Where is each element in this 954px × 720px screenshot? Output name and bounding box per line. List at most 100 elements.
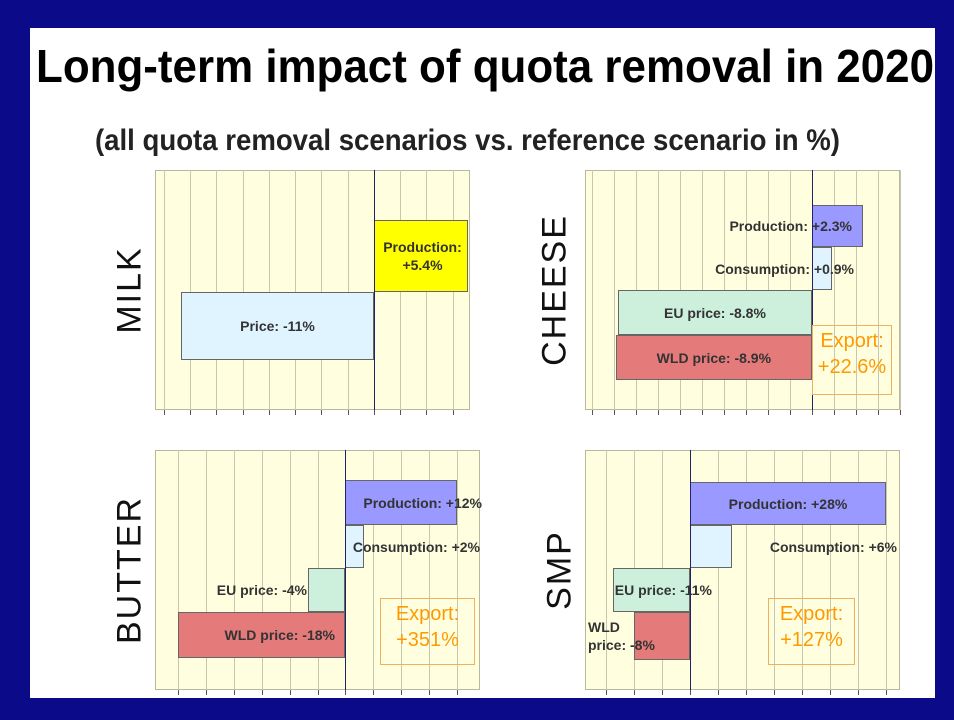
- tick-mark: [163, 410, 165, 415]
- bar-label: Production: +2.3%: [729, 218, 852, 234]
- tick-mark: [591, 410, 593, 415]
- tick-mark: [745, 410, 747, 415]
- bar-label: WLD price: -8%: [588, 619, 655, 653]
- panel-title: MILK: [110, 246, 149, 334]
- tick-mark: [216, 410, 218, 415]
- bar-label: Production: +5.4%: [383, 239, 462, 273]
- bar: [811, 205, 863, 247]
- grid-line: [190, 170, 191, 410]
- grid-line: [216, 170, 218, 410]
- grid-line: [295, 170, 296, 410]
- tick-mark: [242, 410, 244, 415]
- bar: [634, 612, 690, 660]
- export-annotation: Export: +127%: [768, 598, 855, 665]
- tick-mark: [317, 690, 319, 695]
- tick-mark: [855, 410, 857, 415]
- bar-label: WLD price: -8.9%: [656, 349, 772, 366]
- tick-mark: [233, 690, 235, 695]
- tick-mark: [723, 410, 725, 415]
- grid-line: [858, 450, 859, 690]
- bar-label: Price: -11%: [240, 318, 315, 334]
- grid-line: [401, 450, 403, 690]
- bar: [178, 612, 346, 658]
- tick-mark: [347, 410, 349, 415]
- bar: [690, 482, 886, 525]
- annotation-line: Export:: [779, 603, 844, 625]
- tick-mark: [811, 410, 813, 415]
- tick-mark: [400, 410, 401, 415]
- tick-mark: [428, 690, 430, 695]
- tick-mark: [679, 410, 681, 415]
- grid-line: [802, 450, 803, 690]
- tick-mark: [401, 690, 403, 695]
- annotation-line: +22.6%: [817, 356, 887, 378]
- bar-label: Consumption: +0.9%: [715, 260, 854, 277]
- slide-title: Long-term impact of quota removal in 202…: [36, 40, 934, 92]
- tick-mark: [900, 410, 901, 415]
- grid-line: [900, 170, 901, 410]
- grid-line: [233, 450, 235, 690]
- grid-line: [321, 170, 323, 410]
- zero-line: [690, 450, 691, 690]
- tick-mark: [833, 410, 835, 415]
- tick-mark: [746, 690, 747, 695]
- grid-line: [428, 450, 430, 690]
- tick-mark: [606, 690, 607, 695]
- bar-label: Production: +28%: [728, 495, 848, 512]
- export-annotation: Export: +22.6%: [812, 325, 892, 395]
- tick-mark: [634, 690, 635, 695]
- tick-mark: [289, 690, 291, 695]
- tick-mark: [858, 690, 859, 695]
- tick-mark: [690, 690, 691, 695]
- bar: [615, 335, 812, 380]
- tick-mark: [662, 690, 663, 695]
- grid-line: [163, 170, 165, 410]
- grid-line: [373, 450, 375, 690]
- tick-mark: [261, 690, 263, 695]
- tick-mark: [802, 690, 803, 695]
- grid-line: [206, 450, 208, 690]
- grid-line: [774, 450, 775, 690]
- bar-label: EU price: -4%: [216, 582, 307, 598]
- tick-mark: [877, 410, 879, 415]
- bar-label: WLD price: -18%: [224, 627, 335, 643]
- tick-mark: [178, 690, 180, 695]
- grid-line: [613, 170, 615, 410]
- bar: [345, 480, 457, 525]
- tick-mark: [373, 690, 375, 695]
- header: Long-term impact of quota removal in 202…: [36, 40, 934, 157]
- zero-line: [345, 450, 347, 690]
- tick-mark: [190, 410, 191, 415]
- grid-line: [268, 170, 270, 410]
- grid-line: [261, 450, 263, 690]
- tick-mark: [701, 410, 703, 415]
- bar: [373, 220, 469, 292]
- grid-line: [830, 450, 831, 690]
- grid-line: [289, 450, 291, 690]
- grid-line: [347, 170, 349, 410]
- tick-mark: [830, 690, 831, 695]
- tick-mark: [635, 410, 637, 415]
- bar: [613, 568, 690, 612]
- annotation-line: +127%: [780, 629, 843, 651]
- bar: [308, 568, 346, 612]
- tick-mark: [718, 690, 719, 695]
- panel-title: CHEESE: [535, 214, 574, 366]
- tick-mark: [452, 410, 454, 415]
- zero-line: [373, 170, 375, 410]
- tick-mark: [295, 410, 296, 415]
- grid-line: [855, 170, 857, 410]
- grid-line: [178, 450, 180, 690]
- tick-mark: [456, 690, 458, 695]
- grid-line: [746, 450, 747, 690]
- tick-mark: [426, 410, 428, 415]
- tick-mark: [345, 690, 347, 695]
- zero-line: [811, 170, 813, 410]
- bar-label: EU price: -8.8%: [663, 304, 766, 321]
- tick-mark: [657, 410, 659, 415]
- grid-line: [606, 450, 607, 690]
- grid-line: [886, 450, 887, 690]
- grid-line: [877, 170, 879, 410]
- export-annotation: Export: +351%: [380, 598, 475, 665]
- bar-label: Consumption: +2%: [352, 538, 480, 555]
